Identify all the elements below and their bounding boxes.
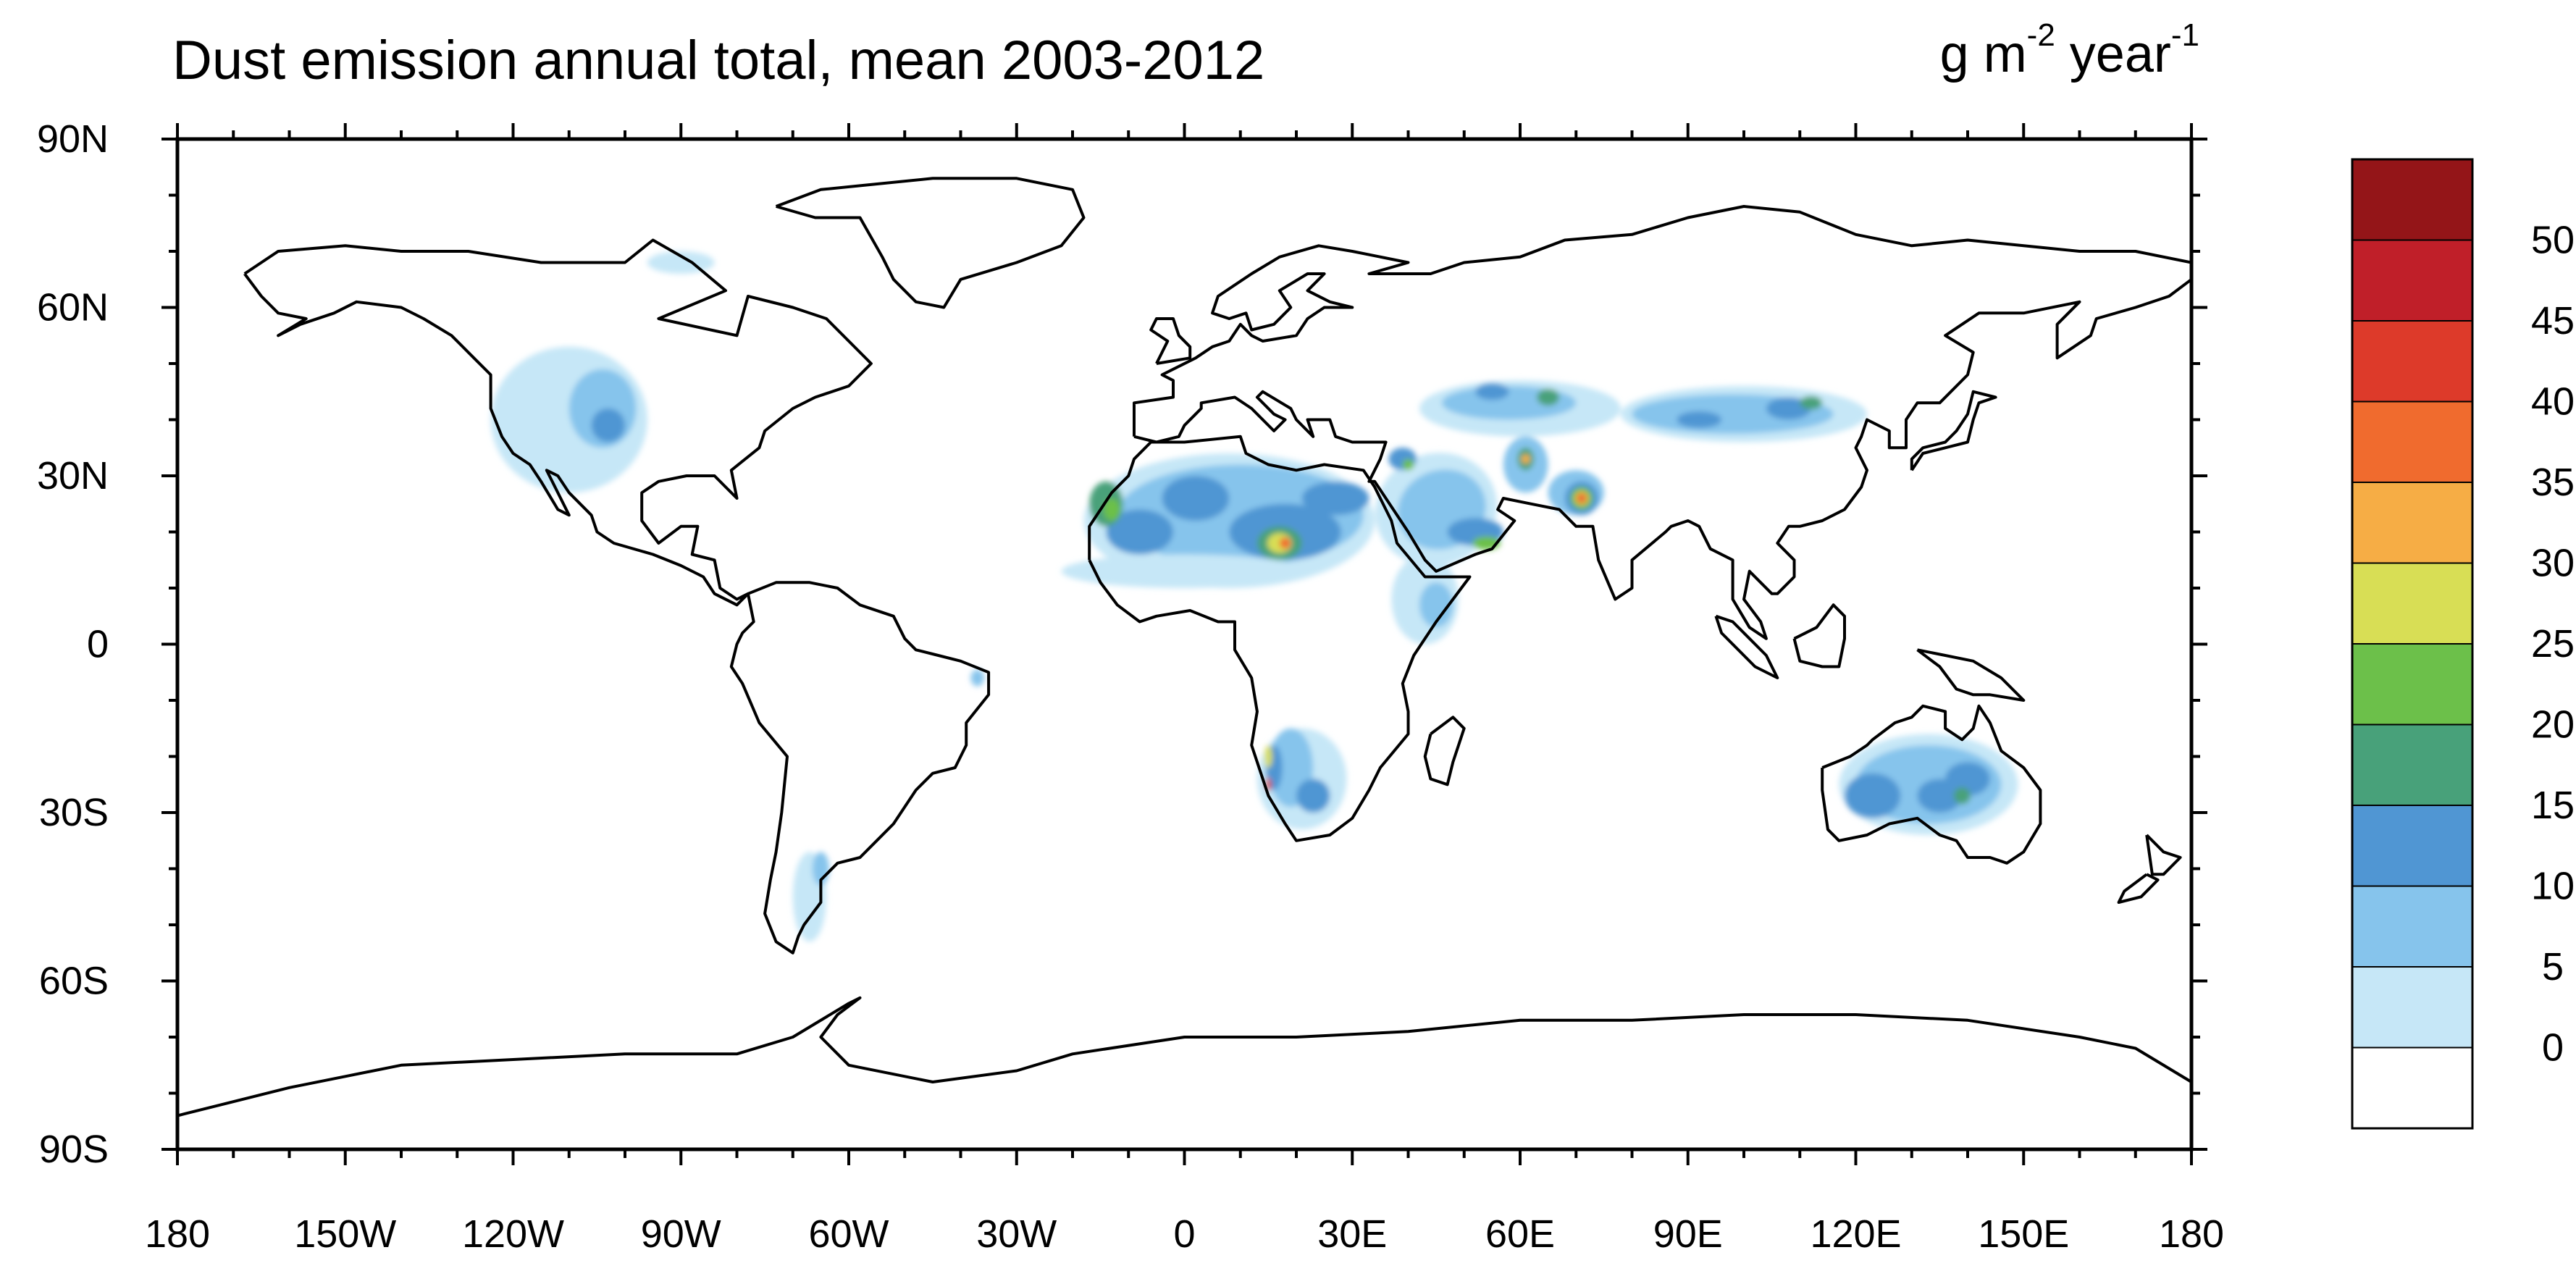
map-title: Dust emission annual total, mean 2003-20… bbox=[172, 30, 1265, 91]
coastlines bbox=[177, 177, 2191, 1117]
lon-tick-label: 120W bbox=[462, 1212, 564, 1256]
lat-tick-label: 90S bbox=[39, 1128, 109, 1171]
lon-tick-label: 150W bbox=[294, 1212, 396, 1256]
colorbar-label: 35 bbox=[2531, 461, 2575, 504]
coastline-sumatra bbox=[1714, 614, 1779, 679]
emission-contour bbox=[1475, 383, 1509, 400]
emission-contour bbox=[1521, 454, 1530, 463]
lon-tick-label: 150E bbox=[1978, 1212, 2069, 1256]
colorbar-swatch bbox=[2351, 805, 2473, 887]
colorbar-label: 50 bbox=[2531, 219, 2575, 262]
lon-tick-label: 0 bbox=[1173, 1212, 1195, 1256]
lat-tick-label: 60N bbox=[37, 286, 109, 330]
coastline-japan bbox=[1910, 390, 1997, 471]
emission-contour bbox=[1537, 388, 1560, 406]
colorbar-label: 25 bbox=[2531, 622, 2575, 666]
lon-tick-label: 90E bbox=[1653, 1212, 1723, 1256]
emission-contour bbox=[970, 669, 984, 687]
emission-contour bbox=[1800, 395, 1823, 410]
lon-tick-label: 60W bbox=[808, 1212, 889, 1256]
coastline-north-america bbox=[243, 238, 873, 607]
coastline-borneo bbox=[1792, 603, 1846, 668]
colorbar-label: 15 bbox=[2531, 784, 2575, 827]
emission-contour bbox=[1301, 481, 1369, 516]
units-time: year bbox=[2055, 25, 2171, 83]
coastline-south-america bbox=[729, 581, 991, 955]
units-exponent-area: -2 bbox=[2026, 17, 2055, 53]
colorbar-swatch bbox=[2351, 400, 2473, 483]
emission-contour bbox=[1061, 554, 1308, 588]
emission-contour bbox=[1419, 582, 1453, 628]
colorbar-swatch bbox=[2351, 482, 2473, 564]
lon-tick-label: 180 bbox=[2159, 1212, 2224, 1256]
dust-emission-field bbox=[490, 251, 2018, 942]
emission-contour bbox=[591, 408, 625, 442]
colorbar-swatch bbox=[2351, 723, 2473, 806]
coastline-antarctica bbox=[177, 996, 2191, 1117]
lon-tick-label: 120E bbox=[1810, 1212, 1901, 1256]
lat-tick-label: 60S bbox=[39, 960, 109, 1003]
emission-contour bbox=[1103, 498, 1120, 521]
lon-tick-label: 90W bbox=[641, 1212, 721, 1256]
coastline-australia bbox=[1821, 704, 2042, 865]
longitude-axis: 180 150W 120W 90W 60W 30W 0 30E 60E 90E 120E 150E 18… bbox=[145, 1212, 2224, 1256]
colorbar-label: 30 bbox=[2531, 542, 2575, 585]
emission-contour bbox=[1162, 476, 1230, 521]
coastline-greenland bbox=[775, 177, 1086, 309]
colorbar-swatch bbox=[2351, 320, 2473, 403]
lat-tick-label: 30N bbox=[37, 454, 109, 498]
emission-contour bbox=[1296, 779, 1330, 813]
emission-contour bbox=[1677, 411, 1722, 429]
colorbar: 0 5 10 15 20 25 30 35 40 45 50 bbox=[2351, 158, 2575, 1130]
colorbar-swatch bbox=[2351, 239, 2473, 322]
coastline-uk bbox=[1149, 317, 1192, 365]
units-label: g m-2 year-1 bbox=[1939, 20, 2199, 84]
lon-tick-label: 30E bbox=[1317, 1212, 1387, 1256]
coastline-nz-south bbox=[2117, 873, 2160, 904]
colorbar-swatch bbox=[2351, 1046, 2473, 1129]
coastline-eurasia bbox=[1133, 205, 2191, 640]
emission-contour bbox=[1106, 509, 1174, 555]
colorbar-frame bbox=[2351, 158, 2474, 1130]
coastline-new-zealand bbox=[2145, 834, 2182, 876]
colorbar-label: 40 bbox=[2531, 380, 2575, 424]
emission-contour bbox=[1953, 787, 1971, 805]
colorbar-swatch bbox=[2351, 885, 2473, 968]
colorbar-label: 0 bbox=[2542, 1026, 2564, 1070]
units-exponent-time: -1 bbox=[2170, 17, 2199, 53]
colorbar-label: 10 bbox=[2531, 865, 2575, 908]
colorbar-label: 45 bbox=[2531, 299, 2575, 343]
colorbar-label: 5 bbox=[2542, 945, 2564, 989]
emission-contour bbox=[1945, 762, 1990, 796]
emission-contour bbox=[1264, 745, 1272, 768]
emission-contour bbox=[1279, 537, 1291, 549]
colorbar-swatch bbox=[2351, 643, 2473, 726]
lat-tick-label: 30S bbox=[39, 791, 109, 834]
colorbar-swatch bbox=[2351, 562, 2473, 645]
lon-tick-label: 60E bbox=[1485, 1212, 1555, 1256]
emission-contour bbox=[1402, 458, 1414, 471]
map-frame bbox=[175, 137, 2194, 1152]
units-base: g m bbox=[1939, 25, 2027, 83]
axis-ticks bbox=[161, 123, 2207, 1165]
coastline-madagascar bbox=[1423, 716, 1466, 786]
lon-tick-label: 30W bbox=[976, 1212, 1057, 1256]
colorbar-label: 20 bbox=[2531, 703, 2575, 747]
coastline-africa bbox=[1088, 435, 1472, 842]
colorbar-swatch bbox=[2351, 159, 2473, 241]
coastline-new-guinea bbox=[1916, 648, 2026, 702]
emission-contour bbox=[1578, 495, 1585, 502]
latitude-axis: 90N 60N 30N 0 30S 60S 90S bbox=[37, 117, 109, 1171]
lat-tick-label: 90N bbox=[37, 117, 109, 161]
lon-tick-label: 180 bbox=[145, 1212, 210, 1256]
emission-contour bbox=[1845, 773, 1901, 818]
colorbar-swatch bbox=[2351, 966, 2473, 1049]
lat-tick-label: 0 bbox=[87, 623, 109, 666]
